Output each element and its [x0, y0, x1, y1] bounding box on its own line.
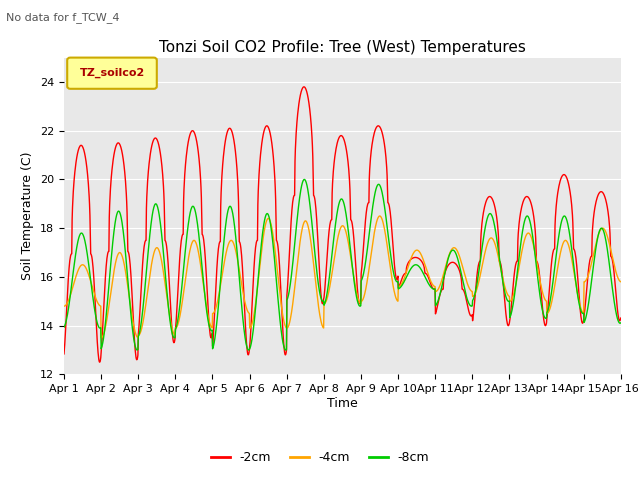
-4cm — [552, 279, 559, 285]
-8cm — [246, 345, 254, 351]
-8cm — [60, 324, 68, 330]
-8cm — [502, 295, 510, 300]
-8cm — [552, 259, 559, 265]
Legend: -2cm, -4cm, -8cm: -2cm, -4cm, -8cm — [206, 446, 434, 469]
-2cm — [617, 315, 625, 321]
-4cm — [502, 288, 510, 294]
Line: -8cm: -8cm — [64, 180, 621, 350]
-2cm — [184, 139, 192, 145]
-8cm — [300, 177, 308, 182]
-4cm — [376, 213, 383, 219]
X-axis label: Time: Time — [327, 397, 358, 410]
-4cm — [60, 303, 68, 309]
-2cm — [429, 286, 437, 292]
-2cm — [96, 360, 104, 365]
-2cm — [171, 338, 179, 344]
Text: No data for f_TCW_4: No data for f_TCW_4 — [6, 12, 120, 23]
Line: -2cm: -2cm — [64, 87, 621, 362]
-2cm — [300, 84, 308, 90]
-2cm — [60, 351, 68, 357]
-8cm — [429, 286, 437, 292]
-8cm — [170, 335, 178, 341]
-8cm — [282, 347, 289, 353]
-4cm — [184, 257, 192, 263]
-2cm — [552, 214, 559, 220]
-4cm — [97, 335, 105, 341]
-4cm — [171, 332, 179, 338]
-2cm — [246, 333, 254, 338]
-2cm — [502, 314, 510, 320]
-8cm — [617, 320, 625, 326]
Y-axis label: Soil Temperature (C): Soil Temperature (C) — [22, 152, 35, 280]
Title: Tonzi Soil CO2 Profile: Tree (West) Temperatures: Tonzi Soil CO2 Profile: Tree (West) Temp… — [159, 40, 526, 55]
Line: -4cm: -4cm — [64, 216, 621, 338]
-4cm — [617, 279, 625, 285]
-4cm — [429, 283, 437, 288]
-8cm — [184, 225, 191, 231]
-4cm — [246, 325, 254, 331]
Text: TZ_soilco2: TZ_soilco2 — [79, 68, 145, 78]
